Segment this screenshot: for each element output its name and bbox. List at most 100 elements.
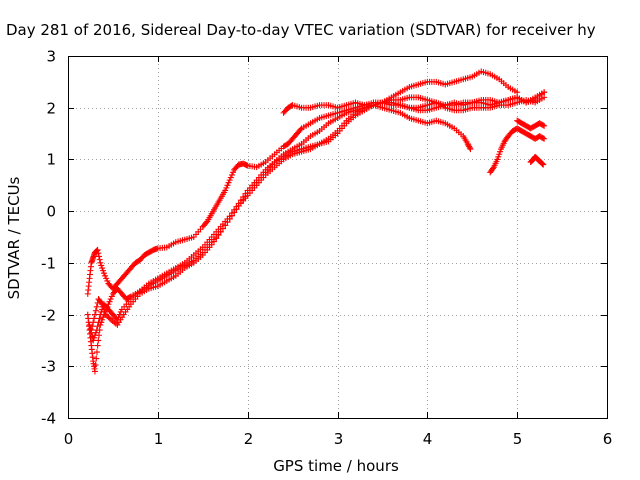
data-point [228,171,235,178]
data-point [107,296,114,303]
x-axis-label: GPS time / hours [273,457,399,475]
data-point [91,334,98,341]
data-point [226,215,233,222]
data-point [541,122,548,129]
data-point [514,89,521,96]
y-tick-label: 3 [46,48,56,66]
data-point [100,267,107,274]
data-point [489,165,496,172]
data-point [93,355,100,362]
data-point [94,342,101,349]
data-point [497,148,504,155]
data-point [99,316,106,323]
data-point [92,329,99,336]
data-point [467,146,474,153]
data-point [100,303,107,310]
y-axis-label: SDTVAR / TECUs [5,176,23,299]
data-point [231,209,238,216]
data-point [228,212,235,219]
data-point [466,144,473,151]
data-point [98,262,105,269]
data-point [94,246,101,253]
x-tick-label: 2 [244,430,254,448]
data-point [495,153,502,160]
series-track-e [280,89,548,116]
series-track-f [487,125,548,176]
data-point [101,308,108,315]
data-point [297,126,304,133]
y-tick-label: -4 [41,410,56,428]
series-track-h [527,153,547,168]
x-tick-label: 6 [603,430,613,448]
data-point [90,337,97,344]
data-point [100,306,107,313]
data-marks [84,68,548,375]
data-point [541,94,548,101]
data-point [494,156,501,163]
data-point [91,368,98,375]
data-point [539,135,546,142]
data-point [541,135,548,142]
data-point [215,232,222,239]
series-track-a [84,102,474,297]
data-point [540,161,547,168]
data-point [496,151,503,158]
data-point [224,182,231,189]
data-point [95,250,102,257]
data-point [103,275,110,282]
data-point [90,319,97,326]
data-point [223,184,230,191]
data-point [95,319,102,326]
axis-ticks [68,56,608,419]
y-tick-label: -1 [41,255,56,273]
y-tick-labels: -4 -3 -2 -1 0 1 2 3 [41,48,56,428]
data-point [219,225,226,232]
data-point [210,238,217,245]
data-point [106,315,113,322]
data-point [106,298,113,305]
data-point [89,323,96,330]
data-point [230,169,237,176]
data-point [94,323,101,330]
data-point [88,327,95,334]
data-point [102,272,109,279]
data-point [466,143,473,150]
data-point [97,259,104,266]
data-point [203,219,210,226]
data-point [93,349,100,356]
data-point [86,321,93,328]
data-point [108,293,115,300]
x-tick-label: 4 [423,430,433,448]
data-point [98,299,105,306]
data-point [226,177,233,184]
data-point [225,179,232,186]
data-point [102,311,109,318]
data-point [91,315,98,322]
data-point [105,314,112,321]
x-tick-label: 5 [513,430,523,448]
x-tick-labels: 0 1 2 3 4 5 6 [64,430,613,448]
data-point [91,332,98,339]
data-point [539,122,546,129]
data-point [224,219,231,226]
data-point [222,187,229,194]
data-point [92,361,99,368]
data-point [95,253,102,260]
data-point [93,327,100,334]
data-point [92,307,99,314]
data-point [95,337,102,344]
data-point [538,160,545,167]
data-point [100,270,107,277]
y-tick-label: -2 [41,307,56,325]
data-point [104,312,111,319]
data-point [227,174,234,181]
y-tick-label: -3 [41,358,56,376]
series-track-b [84,89,548,375]
y-tick-label: 1 [46,151,56,169]
data-point [465,142,472,149]
x-tick-label: 0 [64,430,74,448]
data-point [91,311,98,318]
data-point [541,89,548,96]
